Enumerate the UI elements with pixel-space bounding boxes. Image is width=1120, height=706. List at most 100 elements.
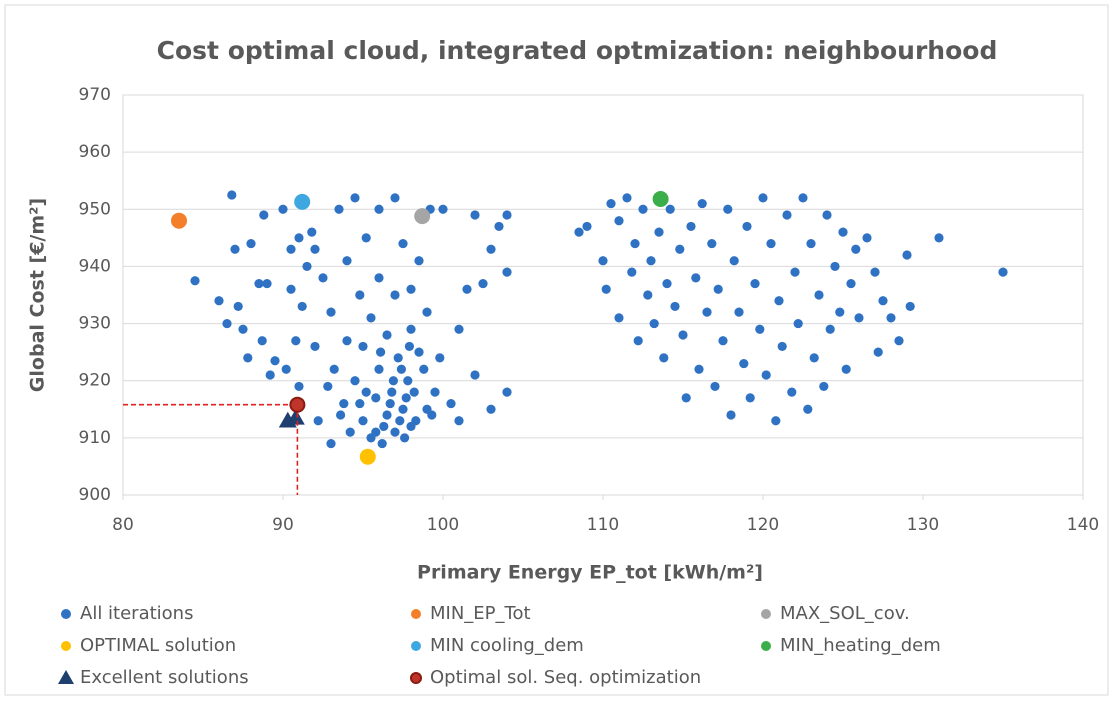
y-tick-label: 920 bbox=[79, 371, 111, 391]
data-point bbox=[809, 353, 819, 363]
data-point bbox=[294, 381, 304, 392]
x-tick-label: 110 bbox=[587, 515, 619, 535]
data-point bbox=[171, 212, 187, 229]
data-point bbox=[387, 387, 397, 397]
data-point bbox=[371, 427, 381, 437]
data-point bbox=[678, 330, 688, 340]
data-point bbox=[190, 276, 200, 286]
data-point bbox=[385, 398, 395, 409]
data-point bbox=[262, 278, 272, 289]
legend-label: OPTIMAL solution bbox=[80, 635, 236, 656]
data-point bbox=[294, 233, 304, 243]
data-point bbox=[270, 356, 280, 366]
data-point bbox=[361, 233, 371, 243]
data-point bbox=[281, 364, 291, 374]
data-point bbox=[374, 364, 384, 374]
data-point bbox=[998, 267, 1008, 277]
data-point bbox=[643, 290, 653, 300]
y-tick-label: 950 bbox=[79, 199, 111, 219]
data-point bbox=[286, 284, 296, 294]
data-point bbox=[422, 307, 432, 317]
data-point bbox=[419, 364, 429, 374]
data-point bbox=[390, 427, 400, 437]
data-point bbox=[774, 296, 784, 306]
data-point bbox=[761, 370, 771, 380]
data-point bbox=[614, 216, 624, 226]
data-point bbox=[388, 376, 398, 386]
data-point bbox=[654, 227, 664, 237]
legend-label: All iterations bbox=[80, 603, 193, 624]
data-point bbox=[374, 273, 384, 283]
data-point bbox=[822, 210, 832, 220]
data-point bbox=[403, 376, 413, 386]
data-point bbox=[854, 313, 864, 323]
data-point bbox=[462, 284, 472, 294]
data-point bbox=[835, 307, 845, 317]
data-point bbox=[377, 438, 387, 449]
data-point bbox=[414, 256, 424, 266]
data-point bbox=[329, 364, 339, 374]
data-point bbox=[766, 238, 776, 249]
legend-label: MIN_EP_Tot bbox=[430, 603, 531, 624]
data-point bbox=[486, 244, 496, 254]
legend-marker bbox=[58, 670, 74, 684]
data-point bbox=[430, 387, 440, 397]
legend-marker bbox=[61, 609, 71, 619]
data-point bbox=[393, 353, 403, 363]
data-point bbox=[233, 301, 243, 312]
data-point bbox=[470, 370, 480, 380]
data-point bbox=[406, 324, 416, 334]
data-point bbox=[726, 410, 736, 420]
data-point bbox=[339, 398, 349, 409]
y-tick-label: 900 bbox=[79, 485, 111, 505]
data-point bbox=[404, 341, 414, 352]
data-point bbox=[243, 353, 253, 363]
data-point bbox=[723, 204, 733, 214]
data-point bbox=[310, 244, 320, 254]
data-point bbox=[342, 256, 352, 266]
data-point bbox=[366, 313, 376, 323]
data-point bbox=[355, 398, 365, 409]
data-point bbox=[902, 250, 912, 260]
data-point bbox=[359, 448, 376, 465]
data-point bbox=[289, 396, 306, 413]
data-point bbox=[334, 204, 344, 214]
data-point bbox=[686, 221, 696, 232]
data-point bbox=[574, 227, 584, 237]
data-point bbox=[291, 336, 301, 346]
data-point bbox=[502, 267, 512, 277]
data-point bbox=[390, 290, 400, 300]
data-point bbox=[905, 301, 915, 312]
data-point bbox=[646, 256, 656, 266]
data-point bbox=[379, 421, 389, 432]
data-point bbox=[622, 193, 632, 203]
data-point bbox=[758, 193, 768, 203]
data-point bbox=[454, 324, 464, 334]
data-point bbox=[398, 238, 408, 249]
data-point bbox=[265, 370, 275, 380]
data-point bbox=[582, 221, 592, 232]
data-point bbox=[798, 193, 808, 203]
y-axis-label: Global Cost [€/m²] bbox=[27, 198, 49, 392]
data-point bbox=[478, 278, 488, 289]
data-point bbox=[376, 347, 386, 357]
data-point bbox=[502, 387, 512, 397]
data-point bbox=[382, 330, 392, 340]
data-point bbox=[873, 347, 883, 357]
data-point bbox=[502, 210, 512, 220]
data-point bbox=[734, 307, 744, 317]
data-point bbox=[390, 193, 400, 203]
data-point bbox=[278, 204, 288, 214]
data-point bbox=[371, 393, 381, 403]
data-point bbox=[830, 261, 840, 272]
data-point bbox=[358, 416, 368, 426]
data-point bbox=[227, 190, 237, 200]
data-point bbox=[627, 267, 637, 277]
data-point bbox=[755, 324, 765, 334]
data-point bbox=[230, 244, 240, 254]
data-point bbox=[438, 204, 448, 214]
data-point bbox=[336, 410, 346, 420]
data-point bbox=[846, 278, 856, 289]
data-point bbox=[361, 387, 371, 397]
